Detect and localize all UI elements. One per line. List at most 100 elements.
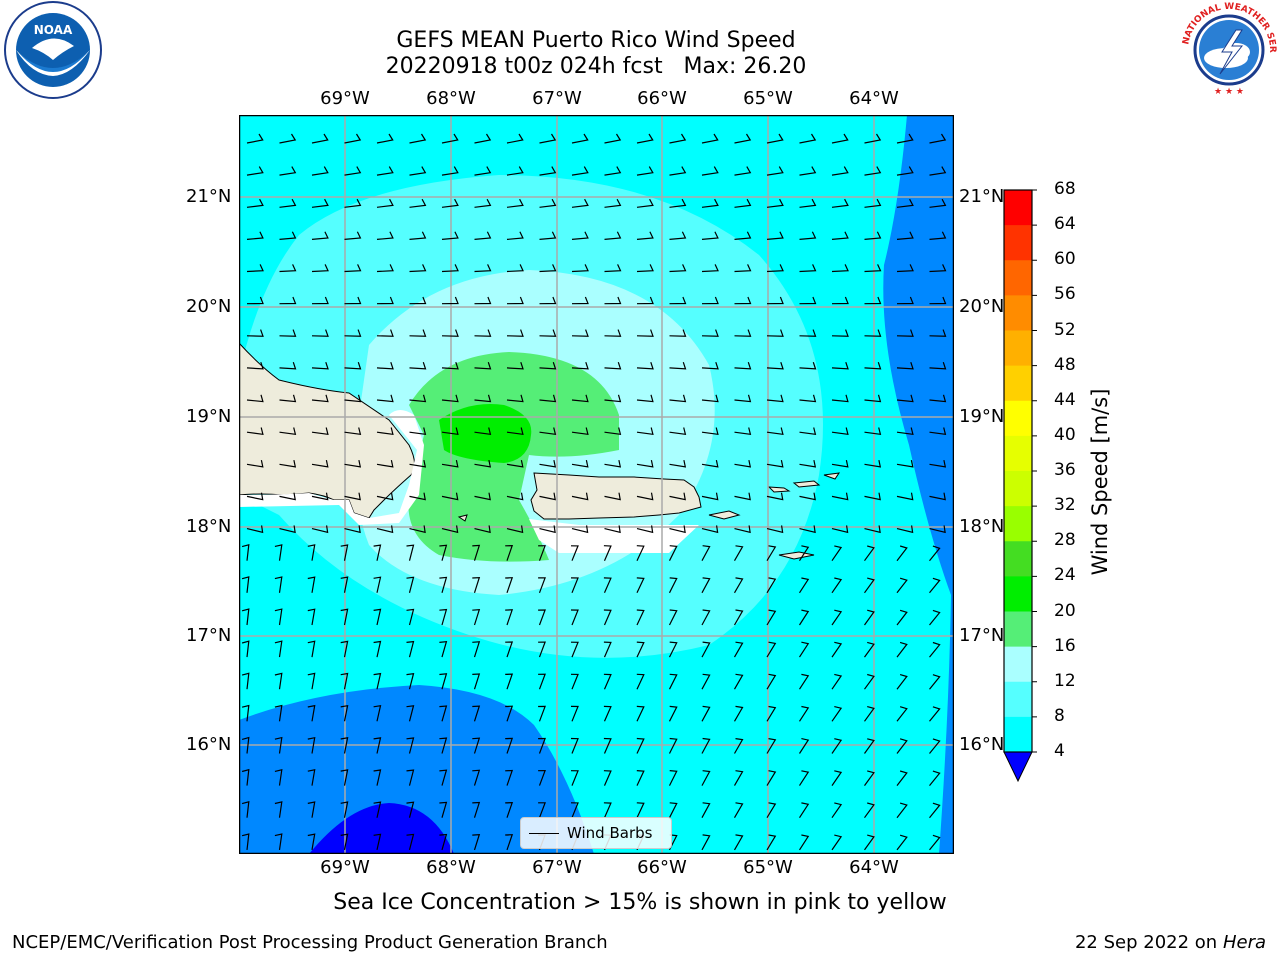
wind-barb [831, 198, 849, 208]
wind-barb [311, 198, 329, 208]
wind-barb [472, 576, 481, 593]
wind-barb [734, 525, 751, 534]
wind-barb [798, 770, 810, 786]
wind-barb [896, 427, 914, 436]
wind-barb [307, 672, 316, 690]
wind-barb [274, 736, 283, 754]
wind-barb [864, 609, 875, 626]
wind-barb [439, 673, 448, 690]
wind-barb [474, 394, 492, 403]
wind-barb [733, 641, 744, 658]
wind-barb [604, 231, 622, 240]
wind-barb [604, 362, 622, 370]
colorbar-tick-label: 32 [1054, 495, 1076, 516]
wind-barb [636, 577, 645, 594]
wind-barb [734, 296, 752, 305]
map-title: GEFS MEAN Puerto Rico Wind Speed [396, 28, 796, 53]
wind-barb [571, 329, 589, 337]
wind-barb [636, 133, 654, 144]
wind-barb [474, 198, 492, 208]
wind-barb [406, 576, 415, 593]
wind-barb [376, 231, 394, 240]
wind-barb [636, 459, 654, 468]
wind-barb [279, 133, 297, 144]
wind-barb [506, 133, 524, 144]
wind-barb [798, 577, 810, 594]
footer-date-text: 22 Sep 2022 on [1074, 932, 1218, 953]
wind-barb [831, 641, 843, 658]
wind-barb [733, 577, 744, 594]
wind-barb [733, 802, 744, 819]
lat-label-right: 17°N [959, 625, 1005, 646]
wind-barb [636, 492, 654, 501]
wind-barb [376, 296, 394, 305]
wind-barb [311, 231, 329, 240]
wind-barb [604, 525, 621, 534]
wind-barb [604, 459, 622, 468]
wind-barb [896, 394, 914, 403]
wind-barb [506, 231, 524, 240]
wind-barb [274, 769, 283, 786]
wind-barb [668, 545, 678, 561]
wind-barb [571, 459, 589, 468]
wind-barb [831, 738, 843, 754]
wind-barb [669, 296, 687, 305]
wind-barb [441, 133, 459, 144]
wind-barb [441, 264, 459, 273]
wind-barb [636, 705, 645, 722]
wind-barb [668, 705, 678, 722]
lon-label-top: 66°W [637, 88, 687, 109]
wind-barb [340, 640, 349, 658]
wind-barb [864, 329, 882, 337]
wind-barb [279, 394, 297, 403]
wind-barb [441, 166, 459, 176]
wind-barb [241, 736, 250, 754]
wind-barb [864, 362, 882, 370]
wind-barb [734, 133, 752, 144]
wind-barb [603, 737, 612, 754]
wind-barb [766, 427, 784, 436]
wind-barb [734, 394, 752, 403]
wind-barb [274, 801, 283, 818]
wind-barb [896, 834, 908, 851]
wind-barb [279, 427, 297, 436]
wind-barb [701, 427, 719, 436]
wind-barb [570, 705, 579, 722]
wind-barb [439, 801, 448, 818]
wind-barb [539, 264, 557, 273]
wind-barb [506, 362, 524, 370]
wind-barb [340, 544, 349, 561]
wind-barb [733, 609, 744, 626]
lon-label-top: 69°W [320, 88, 370, 109]
wind-barb [929, 641, 941, 658]
wind-barb [831, 459, 849, 468]
wind-barb [669, 198, 687, 208]
wind-barb [766, 641, 777, 658]
wind-barb [474, 231, 492, 240]
wind-barb [831, 296, 849, 305]
wind-barb [831, 609, 843, 626]
wind-barb [241, 800, 250, 818]
colorbar-segment [1004, 471, 1032, 507]
colorbar [1003, 189, 1037, 783]
wind-barb [274, 672, 283, 690]
colorbar-segment [1004, 611, 1032, 648]
wind-barb [539, 525, 556, 534]
wind-barb [472, 641, 481, 658]
noaa-logo: NOAA [4, 1, 102, 99]
colorbar-segment [1004, 576, 1032, 612]
wind-barb [636, 329, 654, 337]
wind-barb [896, 577, 908, 594]
wind-barb [603, 609, 612, 626]
wind-barb [636, 231, 654, 240]
wind-barb [373, 704, 382, 722]
legend-label: Wind Barbs [567, 824, 653, 842]
wind-barb [701, 577, 711, 594]
wind-barb [376, 459, 394, 468]
wind-barb [766, 329, 784, 337]
map-legend: Wind Barbs [520, 817, 672, 849]
wind-barb [766, 738, 777, 754]
wind-barb [636, 394, 654, 403]
colorbar-segment [1004, 506, 1032, 542]
wind-barb [474, 427, 492, 436]
